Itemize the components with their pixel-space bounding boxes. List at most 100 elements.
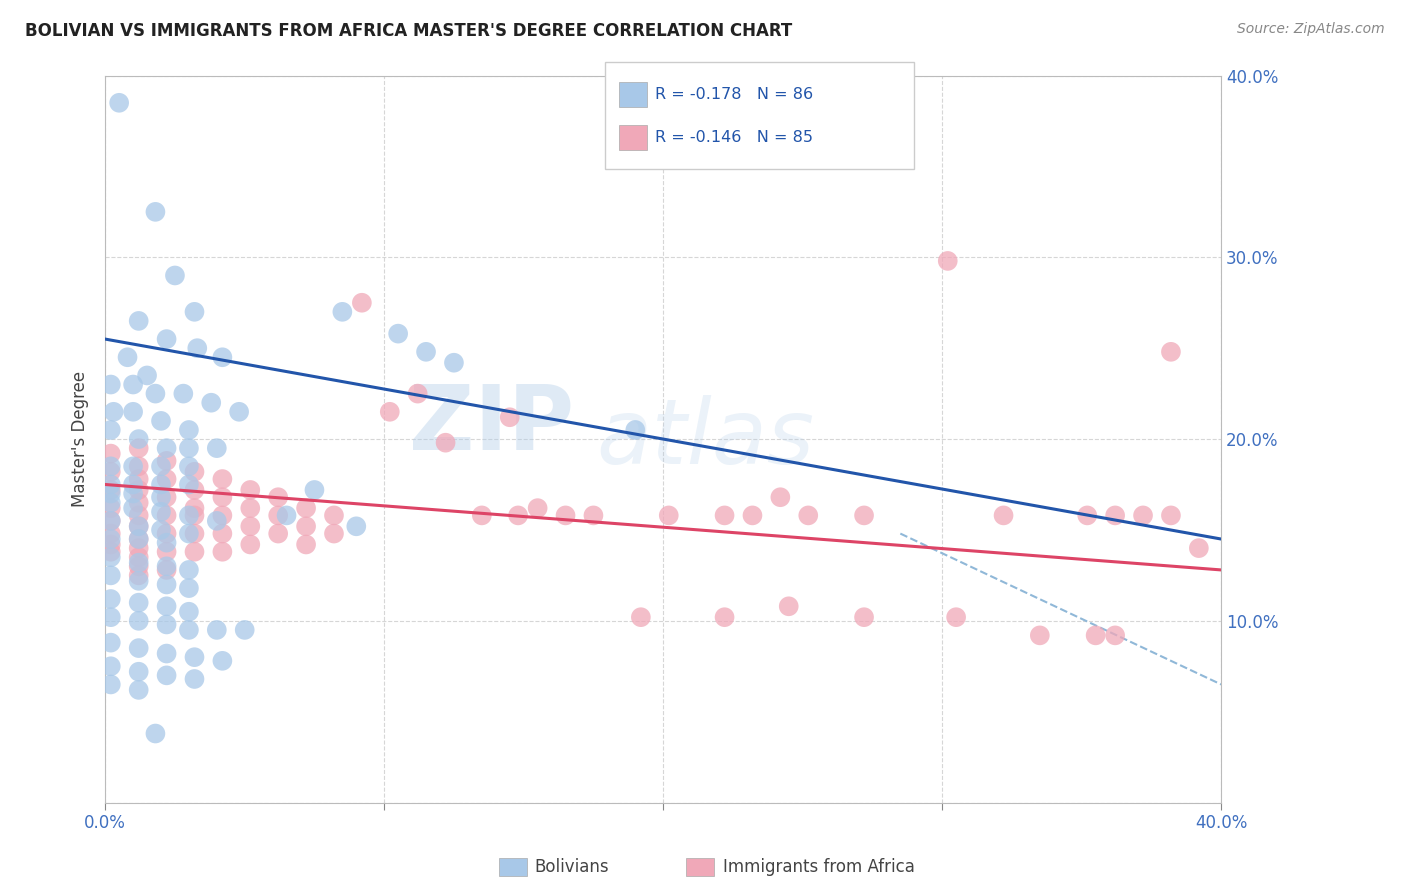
Point [100,545,122,559]
Point [200,395,222,409]
Point [103,405,125,419]
Point [177,581,200,595]
Point [186,341,208,355]
Point [183,465,205,479]
Point [526,501,548,516]
Point [1029,628,1052,642]
Text: ZIP: ZIP [409,381,574,468]
Point [582,508,605,523]
Point [471,508,494,523]
Point [295,537,318,551]
Point [155,441,177,455]
Point [155,454,177,468]
Point [155,577,177,591]
Point [100,447,122,461]
Point [100,514,122,528]
Text: R = -0.146   N = 85: R = -0.146 N = 85 [655,130,813,145]
Point [100,477,122,491]
Point [100,459,122,474]
Point [183,483,205,497]
Point [415,344,437,359]
Point [658,508,681,523]
Point [554,508,576,523]
Point [177,605,200,619]
Point [128,556,150,570]
Point [177,441,200,455]
Point [128,496,150,510]
Point [100,550,122,565]
Point [155,559,177,574]
Point [1104,628,1126,642]
Point [108,95,131,110]
Point [122,405,145,419]
Point [100,486,122,500]
Point [100,501,122,516]
Point [267,526,290,541]
Point [228,405,250,419]
Point [150,523,173,537]
Point [177,508,200,523]
Point [136,368,159,383]
Point [128,508,150,523]
Point [128,472,150,486]
Point [128,568,150,582]
Point [128,596,150,610]
Point [211,472,233,486]
Text: Source: ZipAtlas.com: Source: ZipAtlas.com [1237,22,1385,37]
Point [163,268,186,283]
Point [145,386,167,401]
Point [330,305,353,319]
Point [183,508,205,523]
Point [993,508,1015,523]
Point [155,545,177,559]
Point [211,508,233,523]
Point [1160,508,1182,523]
Point [778,599,800,614]
Point [443,356,465,370]
Point [122,377,145,392]
Point [211,526,233,541]
Point [150,477,173,491]
Point [128,483,150,497]
Point [155,535,177,549]
Point [239,537,262,551]
Point [100,377,122,392]
Point [150,414,173,428]
Point [267,508,290,523]
Point [239,483,262,497]
Point [128,614,150,628]
Point [344,519,367,533]
Point [128,682,150,697]
Point [150,505,173,519]
Point [100,526,122,541]
Point [128,665,150,679]
Point [128,441,150,455]
Point [406,386,429,401]
Point [797,508,820,523]
Point [713,508,735,523]
Point [145,726,167,740]
Point [239,519,262,533]
Point [769,490,792,504]
Point [630,610,652,624]
Point [295,519,318,533]
Point [267,490,290,504]
Point [945,610,967,624]
Point [205,623,228,637]
Point [100,592,122,607]
Point [100,568,122,582]
Point [100,465,122,479]
Point [128,574,150,588]
Point [155,617,177,632]
Point [128,314,150,328]
Point [100,610,122,624]
Text: BOLIVIAN VS IMMIGRANTS FROM AFRICA MASTER'S DEGREE CORRELATION CHART: BOLIVIAN VS IMMIGRANTS FROM AFRICA MASTE… [25,22,793,40]
Point [211,654,233,668]
Point [128,532,150,546]
Point [183,545,205,559]
Point [183,526,205,541]
Point [150,459,173,474]
Point [205,441,228,455]
Point [304,483,326,497]
Text: atlas: atlas [596,395,814,483]
